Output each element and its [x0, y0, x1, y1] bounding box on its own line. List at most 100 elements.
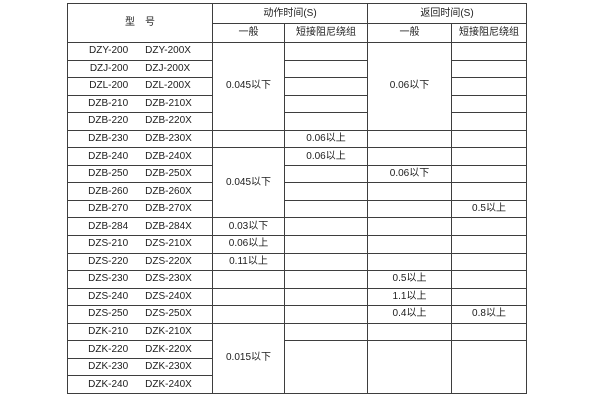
model-cell: DZS-240 DZS-240X: [67, 287, 213, 307]
cell-return-general: 0.06以下: [367, 164, 452, 184]
header-return-general: 一般: [367, 23, 452, 43]
table-row: DZY-200 DZY-200X 0.045以下 0.06以下: [67, 42, 527, 131]
cell-return-damping: [451, 217, 527, 237]
table-row: DZS-240 DZS-240X 1.1以上: [67, 287, 527, 307]
cell-action-damping: [284, 217, 368, 237]
cell-action-damping: [284, 77, 368, 96]
table-row: DZJ-200 DZJ-200X: [67, 59, 527, 79]
model-name: DZK-230: [88, 361, 129, 373]
model-cell: DZK-210 DZK-210X: [67, 322, 213, 342]
cell-return-general: [367, 252, 452, 272]
model-name-x: DZS-250X: [145, 308, 192, 320]
cell-return-general: 0.4以上: [367, 305, 452, 324]
cell-return-damping: 0.8以上: [451, 305, 527, 324]
cell-return-damping: [451, 270, 527, 289]
table-row: DZB-270 DZB-270X 0.5以上: [67, 199, 527, 219]
model-name: DZK-210: [88, 326, 129, 338]
model-name: DZB-220: [88, 115, 129, 127]
cell-action-general: 0.11以上: [212, 252, 285, 272]
model-cell: DZS-220 DZS-220X: [67, 252, 213, 272]
cell-return-general: [367, 147, 452, 166]
model-name: DZB-230: [88, 133, 129, 144]
cell-return-general: 1.1以上: [367, 287, 452, 307]
model-name-x: DZY-200X: [145, 45, 191, 57]
model-name: DZS-250: [88, 308, 129, 320]
cell-return-damping: [451, 147, 527, 166]
model-name-x: DZK-240X: [145, 378, 192, 390]
table-row: DZK-210 DZK-210X 0.015以下: [67, 322, 527, 394]
model-cell: DZB-250 DZB-250X: [67, 164, 213, 184]
model-pair: DZB-210 DZB-210X: [69, 97, 212, 109]
cell-return-general: [367, 322, 452, 342]
model-name-x: DZK-210X: [145, 326, 192, 338]
model-name-x: DZJ-200X: [145, 62, 191, 74]
model-cell: DZB-210 DZB-210X: [67, 94, 213, 114]
table-row: DZL-200 DZL-200X: [67, 77, 527, 96]
model-pair: DZJ-200 DZJ-200X: [69, 62, 212, 74]
model-name-x: DZB-270X: [145, 203, 192, 215]
cell-action-damping: [284, 59, 368, 79]
model-pair: DZS-250 DZS-250X: [69, 308, 212, 320]
cell-action-damping: [284, 182, 368, 201]
header-row-groups: 型 号 动作时间(S) 返回时间(S): [67, 3, 527, 43]
header-action-time: 动作时间(S): [212, 3, 368, 24]
cell-action-general: [212, 305, 285, 324]
model-pair: DZK-230 DZK-230X: [69, 361, 212, 373]
cell-action-general: 0.015以下: [212, 322, 285, 394]
model-cell: DZJ-200 DZJ-200X: [67, 59, 213, 79]
cell-return-damping: [451, 322, 527, 342]
model-name-x: DZB-220X: [145, 115, 192, 127]
model-pair: DZB-284 DZB-284X: [69, 220, 212, 232]
model-pair: DZB-260 DZB-260X: [69, 186, 212, 197]
cell-action-damping: [284, 322, 368, 342]
model-cell: DZB-230 DZB-230X: [67, 129, 213, 149]
model-name: DZB-250: [88, 168, 129, 180]
table-row: DZB-284 DZB-284X 0.03以下: [67, 217, 527, 237]
model-pair: DZL-200 DZL-200X: [69, 81, 212, 91]
model-name: DZB-210: [88, 97, 129, 109]
table-row: DZK-240 DZK-240X: [67, 375, 527, 394]
relay-spec-table: 型 号 动作时间(S) 返回时间(S) 一般 短接阻尼绕组 一般 短接阻尼绕组 …: [67, 3, 527, 394]
cell-action-general: 0.045以下: [212, 42, 285, 131]
header-action-general: 一般: [212, 23, 285, 43]
model-pair: DZB-220 DZB-220X: [69, 115, 212, 127]
cell-action-damping: [284, 305, 368, 324]
cell-return-general: [367, 182, 452, 201]
table-header: 型 号 动作时间(S) 返回时间(S) 一般 短接阻尼绕组 一般 短接阻尼绕组: [67, 3, 527, 43]
cell-return-general: [367, 235, 452, 254]
model-cell: DZB-220 DZB-220X: [67, 112, 213, 131]
cell-action-general: [212, 287, 285, 307]
header-return-damping: 短接阻尼绕组: [451, 23, 527, 43]
cell-return-damping: [451, 77, 527, 96]
cell-action-damping: [284, 252, 368, 272]
cell-return-damping: [451, 112, 527, 131]
table-row: DZB-220 DZB-220X: [67, 112, 527, 131]
header-return-time: 返回时间(S): [367, 3, 527, 24]
cell-action-damping: [284, 164, 368, 184]
model-name-x: DZB-210X: [145, 97, 192, 109]
model-name-x: DZS-230X: [145, 273, 192, 285]
cell-return-damping: [451, 182, 527, 201]
model-cell: DZY-200 DZY-200X: [67, 42, 213, 61]
cell-return-damping: [451, 129, 527, 149]
cell-return-damping: [451, 59, 527, 79]
cell-return-general: [367, 129, 452, 149]
model-name: DZB-284: [88, 220, 129, 232]
cell-action-damping: [284, 235, 368, 254]
model-pair: DZK-210 DZK-210X: [69, 326, 212, 338]
model-cell: DZL-200 DZL-200X: [67, 77, 213, 96]
cell-action-general: 0.06以上: [212, 235, 285, 254]
model-name: DZJ-200: [89, 62, 129, 74]
table-row: DZS-250 DZS-250X 0.4以上 0.8以上: [67, 305, 527, 324]
cell-action-damping: [284, 287, 368, 307]
table-row: DZB-260 DZB-260X: [67, 182, 527, 201]
cell-return-general: [367, 199, 452, 219]
model-name: DZK-240: [88, 378, 129, 390]
model-name-x: DZS-240X: [145, 290, 192, 302]
model-name: DZB-240: [88, 150, 129, 162]
model-pair: DZS-220 DZS-220X: [69, 256, 212, 267]
model-name: DZS-230: [88, 273, 129, 285]
table-row: DZK-220 DZK-220X: [67, 340, 527, 394]
model-name: DZK-220: [88, 343, 129, 355]
